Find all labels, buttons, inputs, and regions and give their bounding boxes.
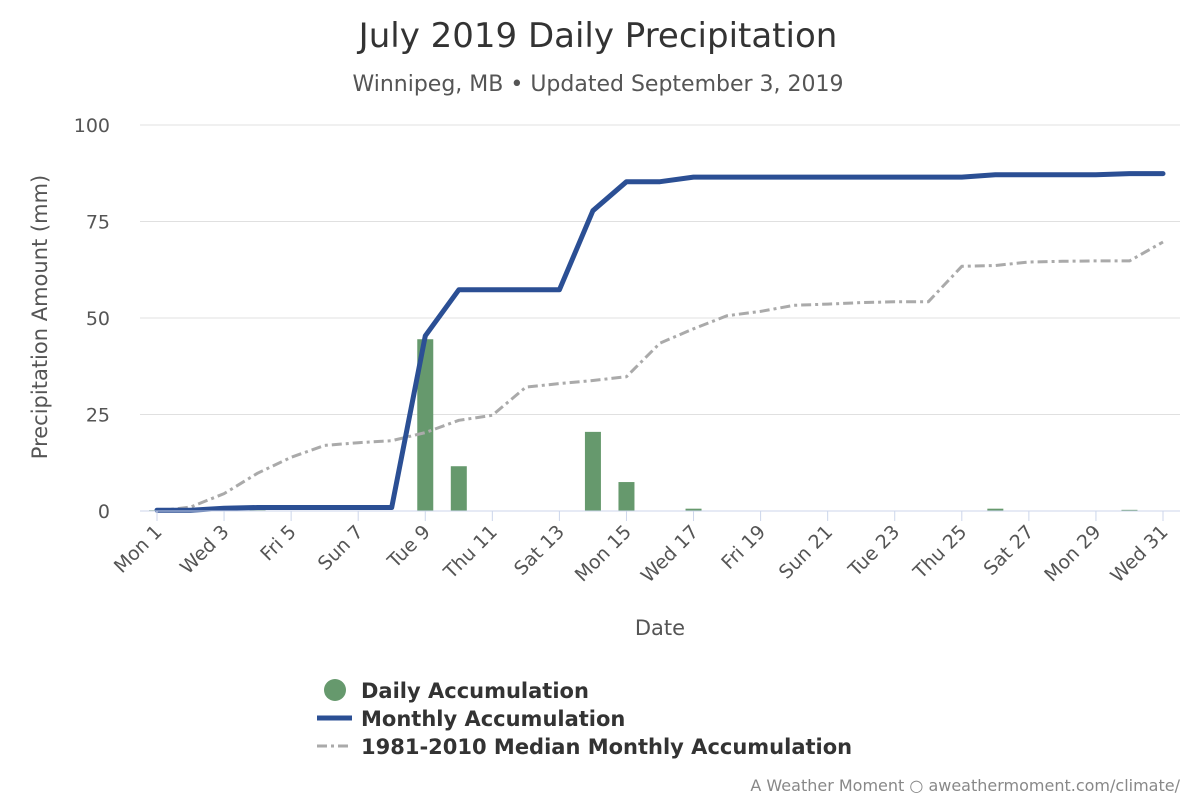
y-axis-title: Precipitation Amount (mm) xyxy=(28,175,52,459)
x-tick-label: Sun 7 xyxy=(314,521,368,575)
y-gridlines xyxy=(140,124,1180,415)
monthly-accumulation-line[interactable] xyxy=(154,171,1166,513)
x-tick-label: Mon 1 xyxy=(110,521,167,578)
y-tick-label: 50 xyxy=(86,308,110,330)
x-tick-label: Thu 11 xyxy=(439,521,502,584)
chart-legend: Daily Accumulation Monthly Accumulation … xyxy=(317,679,852,759)
accumulation-lines xyxy=(154,171,1166,513)
x-tick-label: Tue 23 xyxy=(844,521,905,582)
x-tick-label: Mon 29 xyxy=(1040,521,1105,586)
credit-text[interactable]: A Weather Moment ○ aweathermoment.com/cl… xyxy=(750,776,1180,795)
y-tick-label: 25 xyxy=(86,405,110,427)
chart-subtitle: Winnipeg, MB • Updated September 3, 2019 xyxy=(352,72,843,97)
median-accumulation-line[interactable] xyxy=(156,240,1164,513)
x-tick-label: Wed 17 xyxy=(637,521,703,587)
x-tick-label: Sat 27 xyxy=(979,521,1038,580)
x-tick-label: Mon 15 xyxy=(571,521,636,586)
x-tick-label: Thu 25 xyxy=(908,521,971,584)
daily-bar[interactable] xyxy=(584,431,601,511)
x-axis-ticks: Mon 1 Wed 3 Fri 5 Sun 7 Tue 9 Thu 11 Sat 13 Mon… xyxy=(110,511,1173,587)
daily-bar[interactable] xyxy=(685,508,702,511)
y-tick-label: 100 xyxy=(74,115,110,137)
y-axis-ticks: 0 25 50 75 100 xyxy=(74,115,110,523)
legend-label-median[interactable]: 1981-2010 Median Monthly Accumulation xyxy=(361,735,852,759)
x-tick-label: Wed 31 xyxy=(1106,521,1172,587)
legend-label-monthly[interactable]: Monthly Accumulation xyxy=(361,707,625,731)
daily-bars xyxy=(149,339,1138,511)
daily-bar[interactable] xyxy=(1121,509,1138,511)
x-tick-label: Wed 3 xyxy=(176,521,234,579)
y-tick-label: 75 xyxy=(86,212,110,234)
daily-bar[interactable] xyxy=(618,482,635,511)
daily-bar[interactable] xyxy=(417,339,434,511)
legend-label-daily[interactable]: Daily Accumulation xyxy=(361,679,589,703)
x-tick-label: Sat 13 xyxy=(510,521,569,580)
daily-bar[interactable] xyxy=(987,508,1004,511)
x-tick-label: Sun 21 xyxy=(775,521,837,583)
daily-bar[interactable] xyxy=(450,466,467,511)
chart-title: July 2019 Daily Precipitation xyxy=(357,16,838,56)
x-tick-label: Tue 9 xyxy=(383,521,435,573)
x-tick-label: Fri 19 xyxy=(717,521,770,574)
x-tick-label: Fri 5 xyxy=(256,521,300,565)
legend-swatch-daily[interactable] xyxy=(324,679,346,701)
y-tick-label: 0 xyxy=(98,501,110,523)
x-axis-title: Date xyxy=(635,616,685,640)
